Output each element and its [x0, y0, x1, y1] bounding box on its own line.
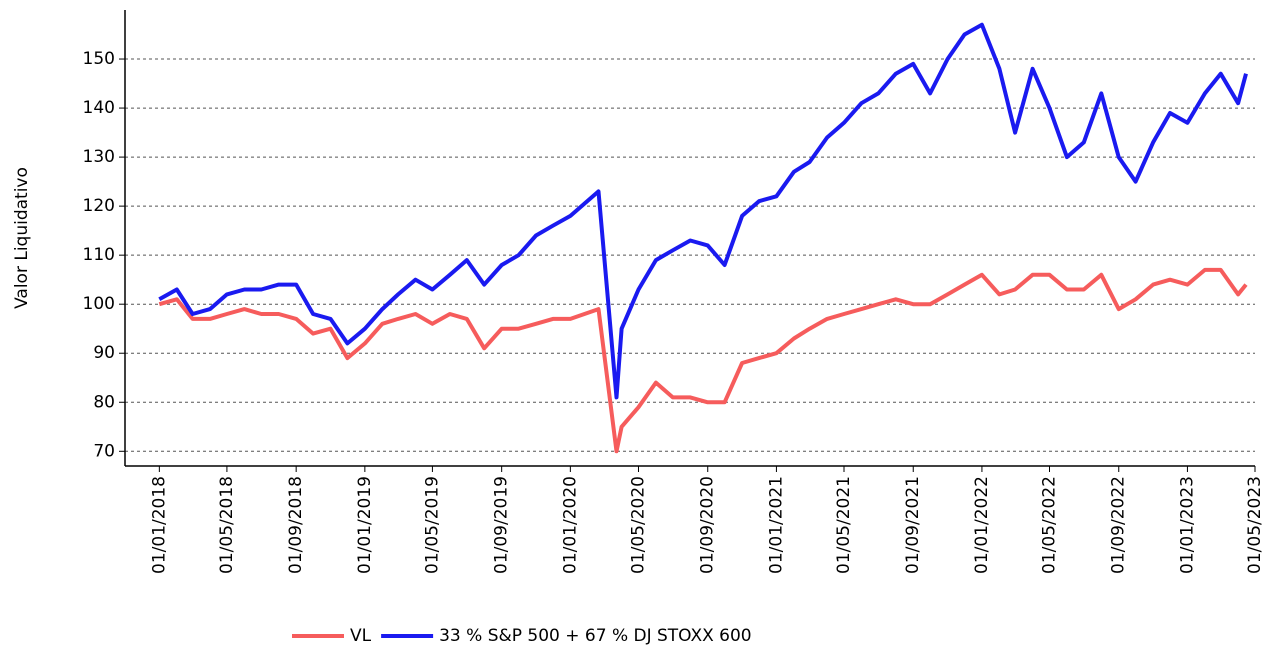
x-tick-label: 01/09/2019	[492, 476, 512, 574]
x-tick-label: 01/01/2021	[766, 476, 786, 574]
y-tick-label: 70	[93, 441, 115, 461]
series-line	[158, 267, 1248, 454]
y-tick-label: 100	[83, 294, 115, 314]
x-tick-label: 01/01/2023	[1177, 476, 1197, 574]
y-tick-label: 110	[83, 245, 115, 265]
y-tick-label: 150	[83, 49, 115, 69]
y-tick-label: 140	[83, 98, 115, 118]
x-tick-label: 01/05/2022	[1039, 476, 1059, 574]
x-tick-label: 01/09/2018	[286, 476, 306, 574]
y-axis-label: Valor Liquidativo	[12, 167, 32, 309]
x-tick-label: 01/01/2018	[149, 476, 169, 574]
x-tick-label: 01/05/2019	[422, 476, 442, 574]
x-tick-label: 01/01/2022	[972, 476, 992, 574]
x-tick-label: 01/01/2019	[355, 476, 375, 574]
y-tick-label: 120	[83, 196, 115, 216]
series-line	[158, 22, 1248, 400]
y-tick-label: 130	[83, 147, 115, 167]
x-tick-label: 01/05/2020	[628, 476, 648, 574]
x-tick-label: 01/09/2021	[903, 476, 923, 574]
legend-label: 33 % S&P 500 + 67 % DJ STOXX 600	[439, 626, 752, 646]
x-tick-label: 01/05/2023	[1245, 476, 1265, 574]
legend-label: VL	[350, 626, 372, 646]
x-tick-label: 01/09/2022	[1109, 476, 1129, 574]
y-tick-label: 90	[93, 343, 115, 363]
x-tick-label: 01/01/2020	[560, 476, 580, 574]
y-tick-label: 80	[93, 392, 115, 412]
x-tick-label: 01/05/2021	[834, 476, 854, 574]
x-tick-label: 01/09/2020	[698, 476, 718, 574]
x-tick-label: 01/05/2018	[217, 476, 237, 574]
